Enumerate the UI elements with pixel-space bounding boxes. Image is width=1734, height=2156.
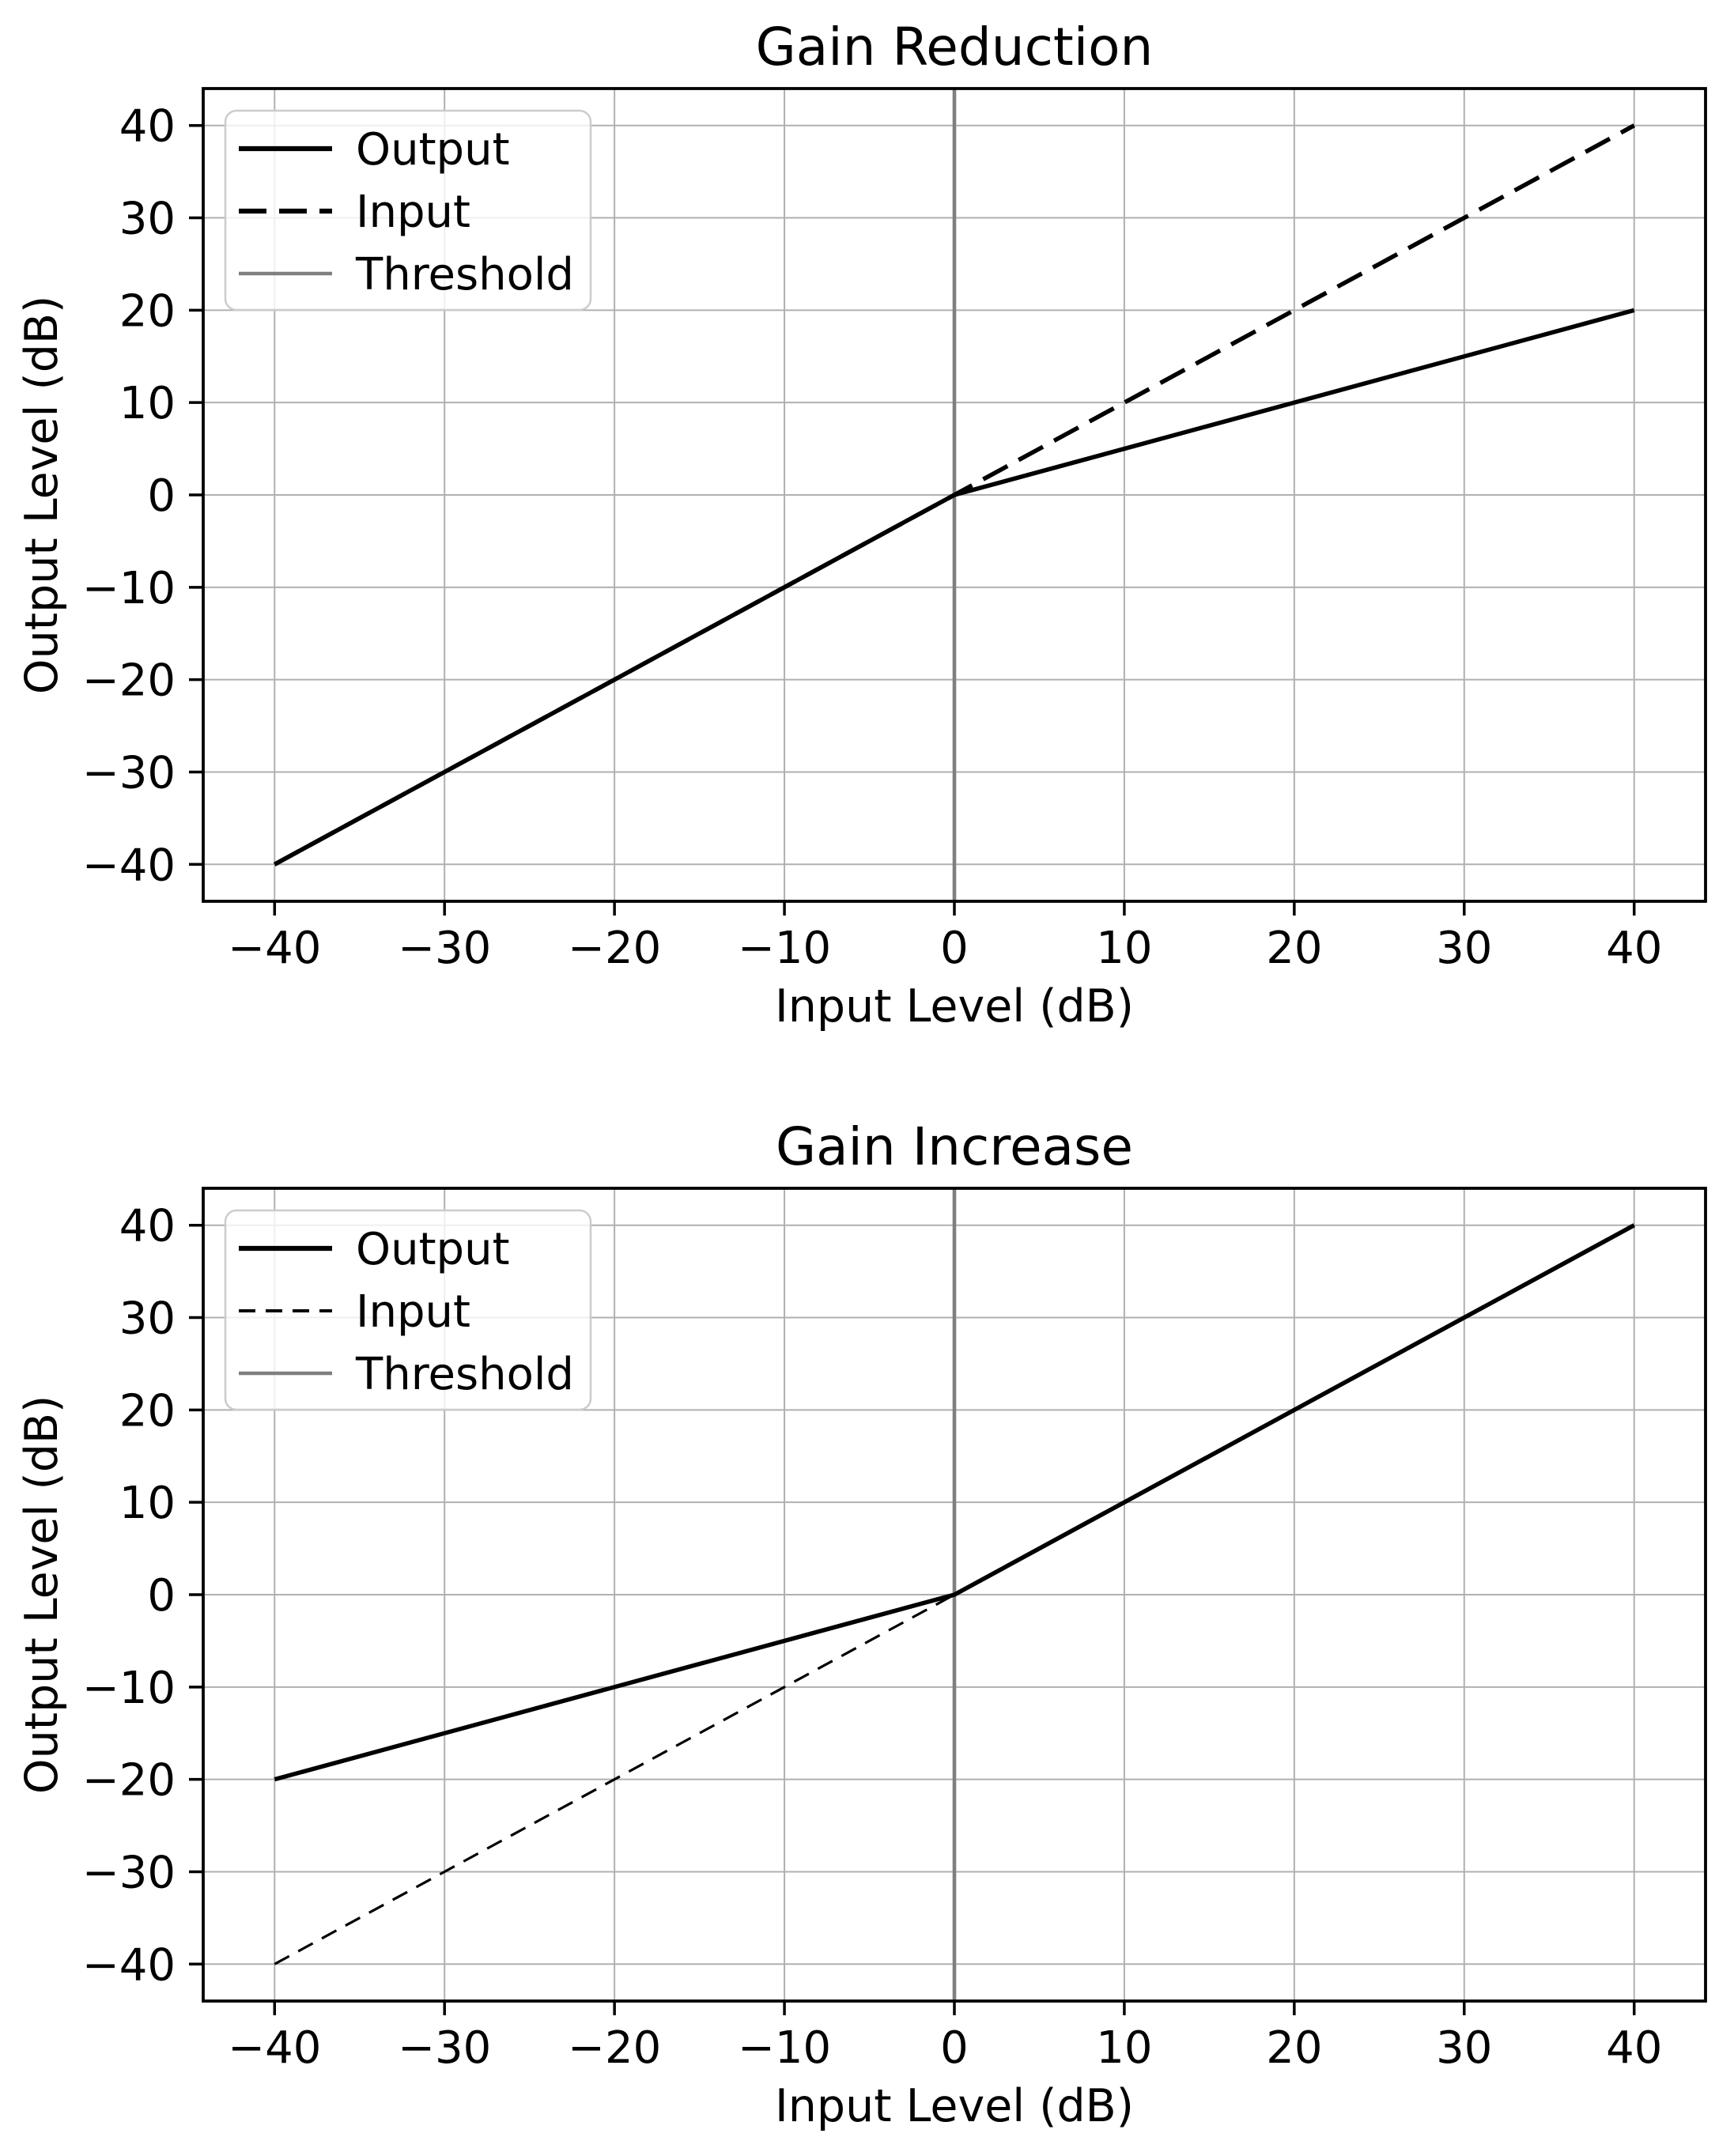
y-tick-label: −30	[82, 1847, 176, 1898]
chart-gain-reduction: −40 −30 −20 −10 0 10 20 30 40 −40 −30 −20 −10 0 10 20 30…	[16, 17, 1707, 1033]
x-tick-label: 0	[940, 923, 969, 974]
chart-title: Gain Increase	[776, 1116, 1133, 1177]
legend-label-output: Output	[356, 124, 510, 176]
legend-label-input: Input	[356, 187, 470, 238]
y-tick-label: 40	[119, 101, 176, 153]
y-tick-label: −30	[82, 747, 176, 799]
y-tick-label: 30	[119, 194, 176, 245]
y-tick-label: −20	[82, 655, 176, 707]
x-tick-label: 30	[1436, 2022, 1492, 2074]
y-axis-label: Output Level (dB)	[16, 296, 68, 694]
x-tick-label: 30	[1436, 923, 1492, 974]
x-tick-label: −40	[228, 923, 321, 974]
x-tick-label: 0	[940, 2022, 969, 2074]
y-tick-label: 0	[147, 1570, 176, 1622]
x-tick-label: −30	[398, 923, 491, 974]
legend-box	[224, 1209, 592, 1411]
legend-label-output: Output	[356, 1224, 510, 1275]
y-tick-label: −40	[82, 1939, 176, 1991]
ticks: −40 −30 −20 −10 0 10 20 30 40 −40 −30 −20 −10 0 10 20 30…	[82, 1201, 1663, 2074]
y-tick-label: −10	[82, 1663, 176, 1714]
legend-box	[224, 109, 592, 312]
x-tick-label: −30	[398, 2022, 491, 2074]
y-tick-label: 20	[119, 1385, 176, 1437]
x-tick-label: 10	[1096, 2022, 1152, 2074]
x-axis-label: Input Level (dB)	[775, 2080, 1134, 2132]
chart-title: Gain Reduction	[756, 17, 1154, 77]
x-tick-label: 20	[1266, 923, 1322, 974]
x-tick-label: −20	[568, 2022, 661, 2074]
x-tick-label: 10	[1096, 923, 1152, 974]
legend-label-threshold: Threshold	[355, 1349, 574, 1400]
x-tick-label: −10	[738, 2022, 831, 2074]
y-tick-label: −10	[82, 563, 176, 614]
y-tick-label: −20	[82, 1755, 176, 1807]
ticks: −40 −30 −20 −10 0 10 20 30 40 −40 −30 −20 −10 0 10 20 30…	[82, 101, 1663, 974]
chart-gain-increase: −40 −30 −20 −10 0 10 20 30 40 −40 −30 −20 −10 0 10 20 30…	[16, 1116, 1707, 2132]
x-tick-label: −40	[228, 2022, 321, 2074]
y-tick-label: 30	[119, 1293, 176, 1345]
y-tick-label: 10	[119, 1478, 176, 1529]
x-axis-label: Input Level (dB)	[775, 980, 1134, 1033]
legend-label-input: Input	[356, 1286, 470, 1338]
x-tick-label: 40	[1606, 2022, 1662, 2074]
x-tick-label: 20	[1266, 2022, 1322, 2074]
y-tick-label: 20	[119, 285, 176, 337]
legend-label-threshold: Threshold	[355, 249, 574, 300]
series-output-line	[273, 308, 1635, 867]
y-tick-label: 10	[119, 378, 176, 429]
x-tick-label: −10	[738, 923, 831, 974]
series-output-line	[274, 1223, 1636, 1782]
legend: Output Input Threshold	[224, 109, 592, 312]
legend: Output Input Threshold	[224, 1209, 592, 1411]
series-input-line	[274, 1224, 1635, 1965]
x-tick-label: 40	[1606, 923, 1662, 974]
y-tick-label: 40	[119, 1201, 176, 1252]
x-tick-label: −20	[568, 923, 661, 974]
y-tick-label: −40	[82, 840, 176, 891]
y-axis-label: Output Level (dB)	[16, 1395, 68, 1794]
y-tick-label: 0	[147, 470, 176, 522]
